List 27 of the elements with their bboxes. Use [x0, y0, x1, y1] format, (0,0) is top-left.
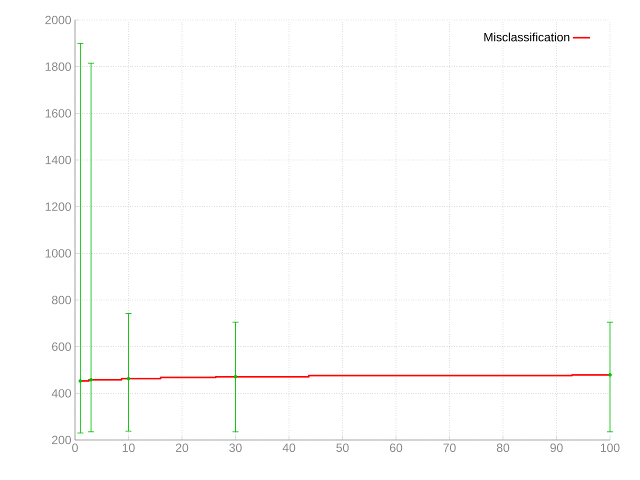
point [89, 378, 93, 382]
x-tick-label: 100 [600, 444, 620, 452]
y-tick-label: 1200 [46, 202, 71, 211]
y-tick-label: 1400 [46, 156, 71, 164]
x-tick-label: 50 [336, 444, 349, 452]
x-tick-label: 60 [390, 444, 402, 452]
x-tick-label: 20 [176, 444, 188, 452]
point [126, 376, 130, 380]
y-tick-label: 1600 [46, 109, 71, 118]
y-tick-label: 400 [52, 389, 71, 398]
y-tick-label: 1000 [46, 249, 71, 258]
x-tick-label: 90 [550, 444, 563, 452]
y-tick-label: 800 [52, 296, 71, 304]
x-tick-label: 70 [443, 444, 456, 452]
x-tick-label: 10 [122, 444, 135, 452]
x-tick-label: 40 [282, 444, 296, 452]
y-tick-label: 1800 [46, 62, 71, 71]
point [608, 373, 612, 377]
x-tick-label: 0 [72, 444, 78, 452]
y-tick-label: 600 [52, 342, 71, 351]
y-tick-label: 2000 [45, 16, 71, 24]
legend-label: Misclassification [484, 32, 570, 42]
x-tick-label: 80 [496, 444, 510, 452]
y-tick-label: 200 [52, 436, 71, 444]
x-tick-label: 30 [229, 444, 242, 452]
point [234, 374, 238, 379]
point [78, 379, 82, 383]
